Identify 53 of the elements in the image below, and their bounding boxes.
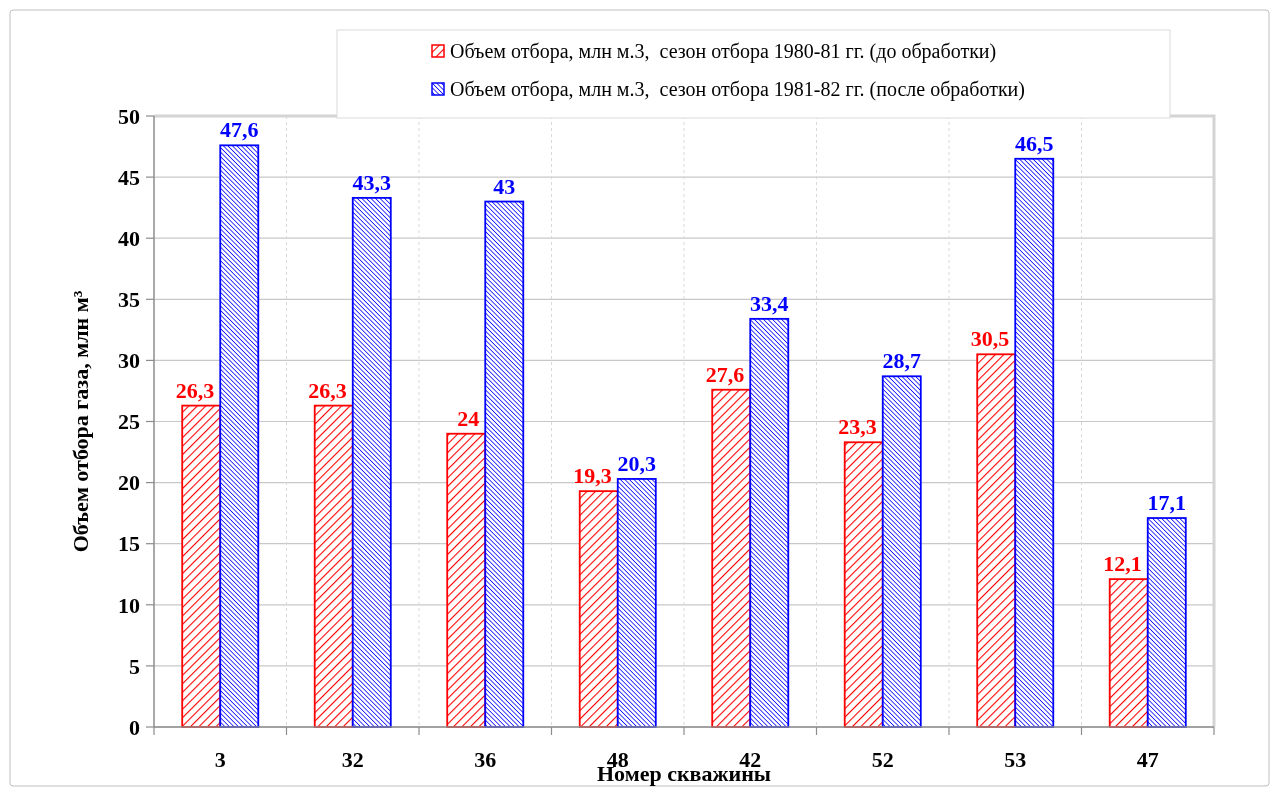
bar [711, 388, 752, 728]
data-label: 47,6 [220, 117, 259, 143]
x-tick-label: 42 [739, 747, 762, 772]
bar [881, 375, 922, 728]
bar [976, 353, 1017, 728]
bar [578, 490, 619, 728]
bar [1146, 517, 1187, 728]
x-tick-label: 53 [1004, 747, 1027, 772]
bar [219, 144, 260, 728]
y-tick-label: 15 [118, 531, 140, 557]
data-label: 27,6 [705, 361, 745, 387]
data-label: 23,3 [838, 414, 877, 440]
y-tick-label: 25 [118, 409, 140, 435]
x-tick-label: 36 [474, 747, 497, 772]
y-tick-label: 0 [129, 714, 140, 740]
x-tick-label: 52 [871, 747, 894, 772]
bar [313, 404, 354, 728]
data-label: 17,1 [1147, 490, 1187, 516]
bar [1108, 578, 1149, 728]
legend-label: Объем отбора, млн м.3, сезон отбора 1980-81 гг. (до обработки) [450, 40, 997, 63]
data-label: 20,3 [617, 450, 657, 476]
legend-label: Объем отбора, млн м.3, сезон отбора 1981-82 гг. (после обработки) [450, 78, 1025, 101]
bar [749, 317, 790, 728]
data-label: 12,1 [1103, 551, 1142, 577]
bar [1014, 157, 1055, 728]
y-tick-label: 5 [129, 653, 140, 679]
bar [181, 404, 222, 728]
y-tick-label: 30 [118, 348, 140, 374]
x-tick-label: 47 [1136, 747, 1159, 772]
data-label: 28,7 [882, 348, 922, 374]
data-label: 24 [457, 405, 480, 431]
data-label: 33,4 [750, 290, 789, 316]
bar [843, 441, 884, 728]
data-label: 26,3 [308, 377, 347, 403]
y-axis-title: Объем отбора газа, млн м³ [68, 290, 93, 553]
data-label: 19,3 [573, 463, 612, 489]
x-tick-label: 3 [214, 747, 226, 772]
bar [484, 200, 525, 728]
x-tick-label: 32 [341, 747, 364, 772]
y-tick-label: 20 [118, 470, 140, 496]
data-label: 26,3 [175, 377, 215, 403]
bar [446, 432, 487, 728]
y-tick-label: 40 [118, 225, 140, 251]
data-label: 30,5 [970, 326, 1010, 352]
data-label: 43 [493, 173, 516, 199]
bar [351, 196, 392, 728]
data-label: 43,3 [352, 169, 392, 195]
y-tick-label: 50 [118, 103, 140, 129]
y-tick-label: 10 [118, 592, 140, 618]
y-tick-label: 35 [118, 287, 140, 312]
data-label: 46,5 [1015, 130, 1054, 156]
y-tick-label: 45 [118, 164, 140, 190]
bar [616, 478, 657, 728]
